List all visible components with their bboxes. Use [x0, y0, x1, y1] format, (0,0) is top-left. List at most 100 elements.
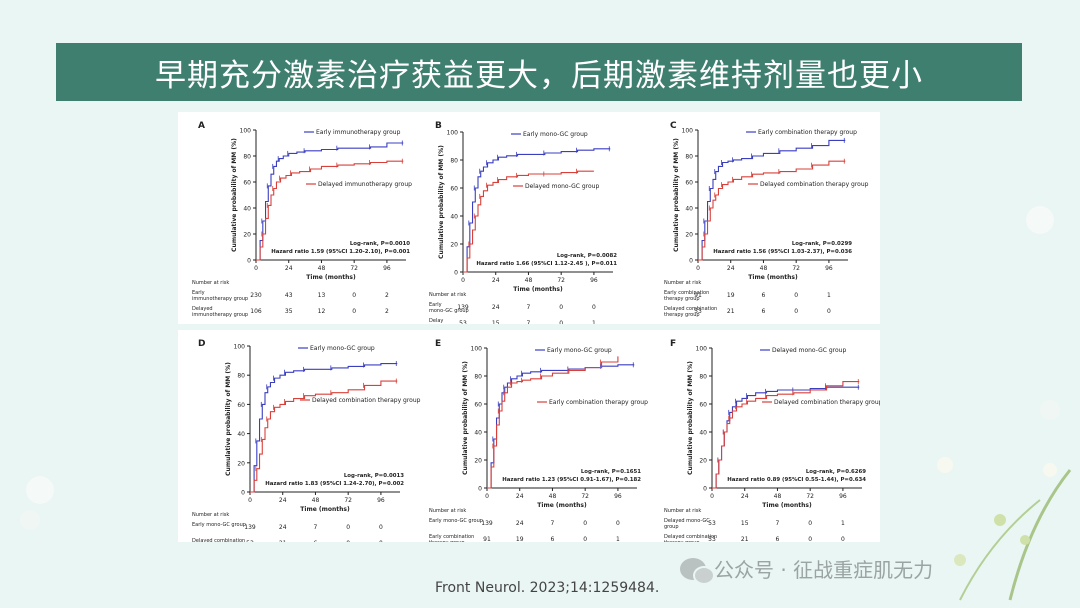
- risk-row-label: Delayed combination: [664, 534, 717, 540]
- risk-value: 53: [708, 536, 716, 542]
- km-curve-red: [712, 381, 860, 489]
- risk-row-label: therapy group: [664, 296, 700, 302]
- risk-value: 0: [583, 520, 587, 527]
- x-tick-label: 72: [557, 277, 565, 284]
- x-axis-label: Time (months): [300, 506, 350, 513]
- risk-value: 0: [559, 320, 563, 324]
- risk-value: 1: [616, 536, 620, 542]
- risk-row-label: therapy group: [664, 312, 700, 318]
- citation: Front Neurol. 2023;14:1259484.: [435, 580, 660, 596]
- legend-label: Delayed mono-GC group: [525, 183, 599, 190]
- risk-table-title: Number at risk: [429, 292, 466, 298]
- risk-table-title: Number at risk: [192, 280, 229, 286]
- y-tick-label: 80: [474, 374, 482, 381]
- risk-value: 0: [794, 308, 798, 315]
- risk-value: 230: [250, 292, 262, 299]
- y-tick-label: 40: [474, 430, 482, 437]
- y-tick-label: 100: [471, 346, 483, 353]
- risk-row-label: group: [664, 524, 679, 530]
- risk-row-label: immunotherapy group: [192, 312, 248, 318]
- risk-value: 1: [592, 320, 596, 324]
- x-tick-label: 72: [806, 493, 814, 500]
- risk-value: 53: [246, 540, 254, 542]
- x-tick-label: 96: [590, 277, 598, 284]
- y-axis-label: Cumulative probability of MM (%): [231, 138, 238, 252]
- risk-value: 0: [352, 292, 356, 299]
- risk-row-label: therapy group: [664, 540, 700, 542]
- legend-label: Early mono-GC group: [310, 345, 375, 352]
- risk-value: 0: [841, 536, 845, 542]
- y-tick-label: 100: [447, 130, 459, 137]
- x-tick-label: 96: [614, 493, 622, 500]
- x-tick-label: 24: [279, 497, 287, 504]
- legend-label: Delayed mono-GC group: [772, 347, 846, 354]
- x-tick-label: 24: [492, 277, 500, 284]
- log-rank-p: Log-rank, P=0.0082: [557, 253, 617, 259]
- x-axis-label: Time (months): [762, 502, 812, 509]
- risk-value: 139: [244, 524, 256, 531]
- watermark: 公众号 · 征战重症肌无力: [680, 554, 934, 585]
- x-tick-label: 48: [318, 265, 326, 272]
- x-tick-label: 48: [549, 493, 557, 500]
- risk-value: 6: [551, 536, 555, 542]
- risk-value: 21: [727, 308, 735, 315]
- risk-table-title: Number at risk: [664, 508, 701, 514]
- risk-value: 106: [250, 308, 262, 315]
- risk-row-label: therapy group: [429, 540, 465, 542]
- legend-label: Early immunotherapy group: [316, 129, 401, 136]
- risk-value: 0: [592, 304, 596, 311]
- y-tick-label: 0: [241, 490, 245, 497]
- risk-value: 53: [708, 520, 716, 527]
- y-tick-label: 100: [696, 346, 708, 353]
- risk-value: 19: [516, 536, 524, 542]
- risk-value: 24: [279, 524, 287, 531]
- risk-row-label: Delayed combination: [192, 538, 245, 542]
- y-tick-label: 80: [243, 154, 251, 161]
- x-tick-label: 48: [760, 265, 768, 272]
- x-tick-label: 0: [461, 277, 465, 284]
- panel-letter: F: [670, 339, 676, 349]
- title-banner: 早期充分激素治疗获益更大，后期激素维持剂量也更小: [56, 43, 1022, 101]
- x-tick-label: 72: [581, 493, 589, 500]
- risk-value: 15: [492, 320, 500, 324]
- y-tick-label: 20: [237, 460, 245, 467]
- risk-value: 13: [318, 292, 326, 299]
- km-curve-red: [250, 380, 398, 493]
- x-tick-label: 24: [741, 493, 749, 500]
- wechat-icon: [680, 557, 715, 585]
- risk-value: 6: [762, 292, 766, 299]
- y-axis-label: Cumulative probability of MM (%): [225, 362, 232, 476]
- x-tick-label: 96: [839, 493, 847, 500]
- x-tick-label: 72: [792, 265, 800, 272]
- x-tick-label: 24: [285, 265, 293, 272]
- km-curve-blue: [256, 142, 404, 261]
- risk-row-label: Early mono-GC group: [429, 518, 483, 524]
- hazard-ratio: Hazard ratio 1.66 (95%CI 1.12-2.45 ), P=…: [476, 261, 617, 267]
- risk-value: 35: [285, 308, 293, 315]
- x-tick-label: 24: [516, 493, 524, 500]
- watermark-text: 公众号 · 征战重症肌无力: [714, 558, 934, 582]
- y-tick-label: 20: [450, 242, 458, 249]
- risk-value: 0: [346, 524, 350, 531]
- x-tick-label: 0: [248, 497, 252, 504]
- y-tick-label: 80: [450, 158, 458, 165]
- risk-value: 6: [314, 540, 318, 542]
- risk-value: 15: [741, 520, 749, 527]
- risk-value: 2: [385, 308, 389, 315]
- y-tick-label: 60: [237, 402, 245, 409]
- risk-value: 19: [727, 292, 735, 299]
- y-tick-label: 20: [474, 458, 482, 465]
- x-tick-label: 0: [696, 265, 700, 272]
- risk-value: 6: [762, 308, 766, 315]
- log-rank-p: Log-rank, P=0.6269: [806, 469, 866, 475]
- risk-value: 1: [841, 520, 845, 527]
- y-tick-label: 80: [237, 373, 245, 380]
- risk-row-label: Delayed mono-GC: [664, 518, 710, 524]
- km-curve-blue: [463, 148, 611, 273]
- x-tick-label: 96: [383, 265, 391, 272]
